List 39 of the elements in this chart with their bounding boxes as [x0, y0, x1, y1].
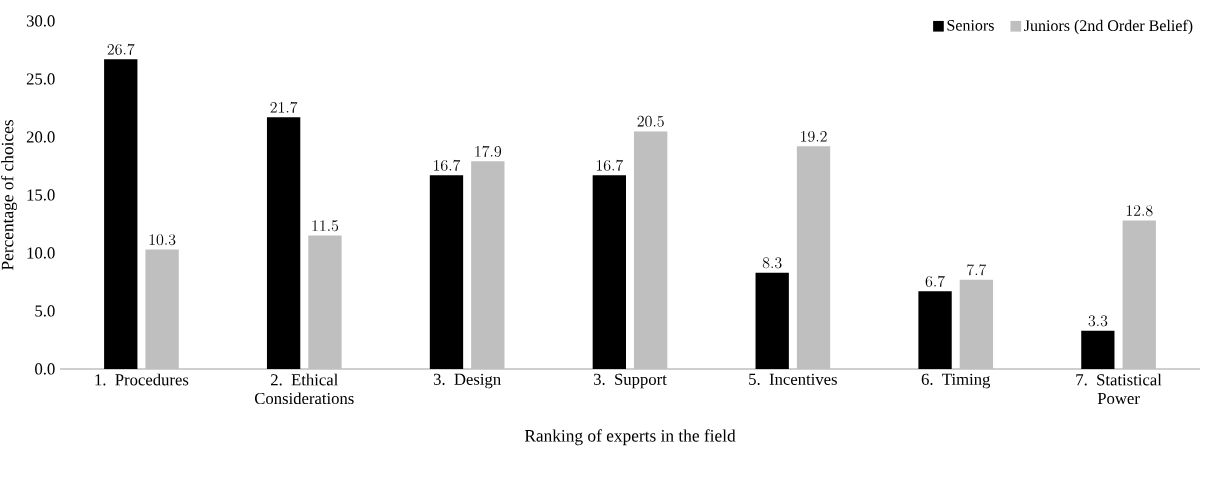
data-label: 10.3 — [149, 234, 176, 246]
data-label: 26.7 — [107, 43, 135, 55]
x-tick-label: 7. Statistical Power — [1076, 373, 1162, 405]
bar — [755, 272, 789, 369]
bar — [592, 175, 627, 369]
bar — [918, 291, 952, 369]
y-tick-label: 30.0 — [26, 15, 55, 27]
data-label: 12.8 — [1126, 205, 1153, 217]
data-label: 7.7 — [967, 264, 987, 276]
data-label: 16.7 — [434, 159, 461, 171]
x-tick-label: 5. Incentives — [749, 373, 837, 385]
y-tick-label: 15.0 — [27, 189, 55, 201]
bar — [266, 117, 301, 369]
data-label: 8.3 — [762, 257, 782, 269]
y-tick-label: 5.0 — [35, 305, 55, 317]
y-tick-label: 0.0 — [35, 363, 55, 375]
data-label: 21 .7 — [270, 101, 298, 113]
x-tick-label: 3. Design — [433, 373, 501, 389]
y-axis-title: Percentage of choices — [1, 120, 17, 271]
data-label: 20.5 — [637, 115, 664, 127]
x-tick-label: 1. Procedures — [95, 373, 189, 386]
data-label: 16.7 — [596, 159, 624, 171]
legend-label: Juniors (2nd Order Belief) — [1024, 19, 1193, 35]
x-axis-title: Ranking of experts in the field — [524, 429, 736, 446]
y-tick-label: 25.0 — [26, 73, 55, 85]
bar — [104, 59, 138, 369]
data-label: 17.9 — [475, 145, 502, 157]
y-tick-label: 20.0 — [26, 131, 55, 143]
legend-label: Seniors — [947, 19, 994, 31]
y-tick-label: 10.0 — [27, 247, 55, 259]
bar — [1081, 330, 1115, 369]
data-label: 19.2 — [801, 130, 827, 142]
data-label: 6.7 — [925, 275, 945, 287]
x-tick-label: 2. Ethical Considerations — [254, 373, 354, 405]
bar — [429, 175, 464, 369]
data-label: 3.3 — [1088, 315, 1108, 327]
data-label: 11 .5 — [312, 220, 339, 232]
x-tick-label: 6. Timing — [921, 373, 991, 389]
x-tick-label: 3. Support — [593, 373, 667, 389]
